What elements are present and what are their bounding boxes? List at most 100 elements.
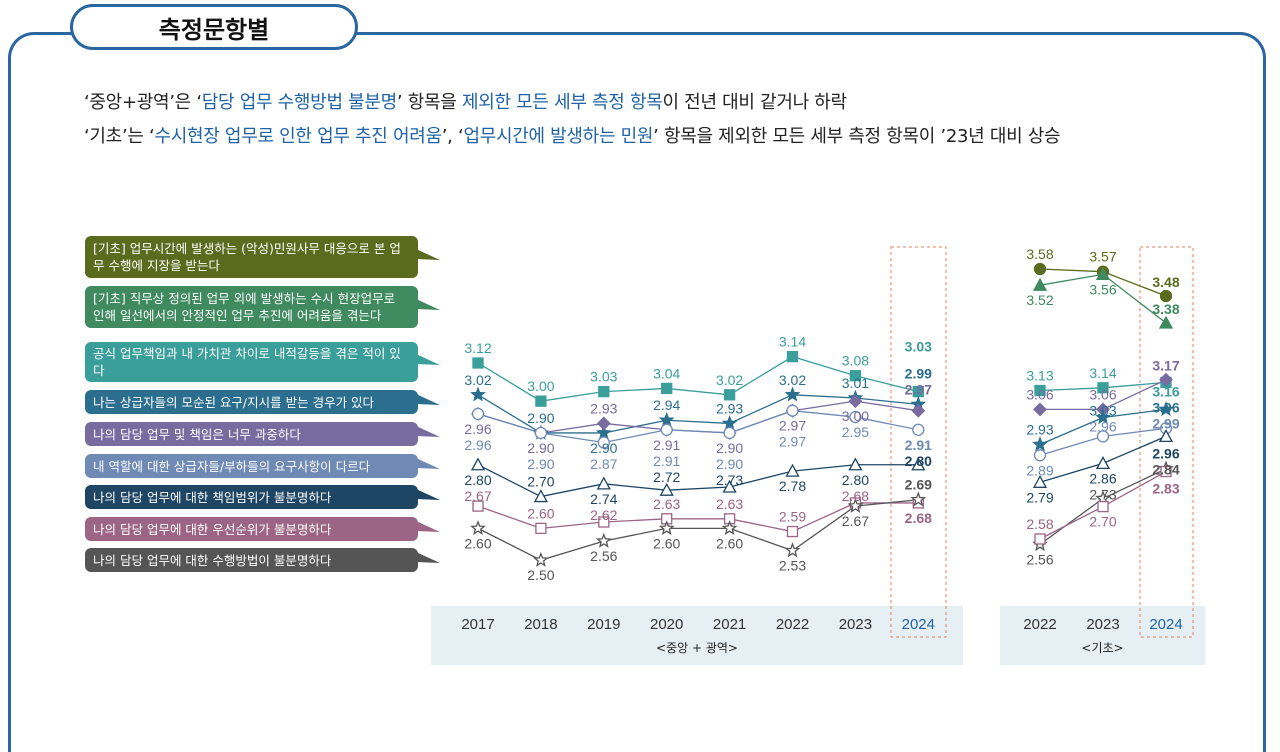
- data-label: 2.90: [527, 440, 554, 456]
- data-point-square: [535, 395, 547, 407]
- data-point-star: [470, 386, 486, 402]
- data-label: 2.97: [905, 381, 932, 397]
- data-point-triangle: [596, 476, 611, 490]
- summary-line-1: ‘중앙+광역’은 ‘담당 업무 수행방법 불분명’ 항목을 제외한 모든 세부 …: [84, 92, 847, 114]
- data-label: 3.12: [464, 340, 491, 356]
- data-label: 2.96: [1089, 418, 1116, 434]
- data-label: 3.03: [1089, 402, 1116, 418]
- data-label: 2.94: [653, 397, 680, 413]
- data-point-square: [1097, 500, 1109, 513]
- data-label: 3.48: [1152, 274, 1179, 290]
- data-label: 2.60: [653, 535, 680, 551]
- data-point-square: [535, 522, 547, 535]
- data-label: 2.93: [1026, 422, 1053, 438]
- data-point-diamond: [848, 394, 863, 409]
- data-label: 2.96: [1152, 445, 1179, 461]
- legend-label: [기초] 직무상 정의된 업무 외에 발생하는 수시 현장업무로 인해 일선에서…: [93, 291, 396, 323]
- data-point-triangle: [470, 457, 486, 471]
- data-label: 2.96: [464, 421, 491, 437]
- data-point-triangle: [1158, 315, 1174, 329]
- data-point-triangle: [1095, 267, 1111, 281]
- data-label: 3.52: [1026, 292, 1053, 308]
- data-label: 3.16: [1152, 383, 1179, 399]
- data-label: 2.79: [1026, 489, 1053, 505]
- series-line: [477, 410, 919, 444]
- data-point-diamond: [1159, 372, 1173, 387]
- x-tick-label: 2023: [1086, 616, 1119, 633]
- summary-text: ‘중앙+광역’은 ‘: [84, 92, 202, 113]
- data-label: 3.14: [779, 334, 806, 350]
- data-point-star: [784, 542, 801, 558]
- x-tick-label: 2022: [1023, 616, 1056, 633]
- data-label: 2.97: [779, 434, 806, 450]
- data-point-circle: [1096, 430, 1110, 443]
- legend-item: 나의 담당 업무 및 책임은 너무 과중하다: [85, 422, 440, 446]
- x-tick-label: 2017: [461, 616, 494, 633]
- data-label: 3.04: [653, 365, 680, 381]
- data-point-star: [1095, 409, 1111, 425]
- data-label: 2.91: [653, 453, 680, 469]
- data-label: 3.06: [1089, 386, 1116, 402]
- data-label: 2.89: [1026, 462, 1053, 478]
- line-charts: 2017 2018 2019 2020 2021 2022 2023 2024 <중앙 + 광역…: [431, 246, 1205, 665]
- data-label: 2.90: [716, 440, 743, 456]
- data-label: 3.00: [842, 408, 869, 424]
- data-point-square: [1034, 384, 1046, 397]
- summary-text: 이 전년 대비 같거나 하락: [662, 92, 848, 113]
- data-point-triangle: [659, 482, 674, 496]
- series-line: [477, 355, 919, 402]
- data-label: 3.02: [464, 372, 491, 388]
- legend-item: 나는 상급자들의 모순된 요구/지시를 받는 경우가 있다: [85, 390, 440, 414]
- data-point-circle: [471, 407, 485, 421]
- data-point-square: [723, 389, 736, 401]
- highlight-box: [1139, 246, 1194, 638]
- data-point-triangle: [1095, 456, 1111, 470]
- data-point-diamond: [596, 416, 611, 431]
- x-tick-label: 2024: [1149, 616, 1182, 633]
- data-label: 2.83: [1152, 481, 1179, 497]
- data-label: 2.50: [527, 567, 554, 583]
- data-point-diamond: [1033, 402, 1047, 417]
- data-point-circle: [723, 426, 736, 440]
- x-tick-label: 2022: [776, 616, 809, 633]
- x-axis-label: <기초>: [1081, 641, 1123, 655]
- legend-item: 공식 업무책임과 내 가치관 차이로 내적갈등을 겪은 적이 있다: [85, 342, 440, 382]
- data-label: 3.13: [1026, 368, 1053, 384]
- x-tick-label: 2021: [713, 616, 746, 633]
- data-point-circle: [1033, 262, 1047, 276]
- legend-label: 내 역할에 대한 상급자들/부하들의 요구사항이 다르다: [93, 458, 371, 474]
- data-label: 2.73: [716, 472, 743, 488]
- data-point-square: [1097, 382, 1109, 394]
- data-label: 2.58: [1026, 516, 1053, 532]
- data-label: 3.56: [1089, 281, 1116, 297]
- data-point-square: [598, 385, 610, 398]
- highlight-text: 담당 업무 수행방법 불분명: [201, 92, 397, 113]
- data-label: 2.68: [905, 510, 932, 526]
- data-point-circle: [597, 436, 610, 449]
- data-label: 2.99: [1152, 415, 1179, 431]
- legend-item: 나의 담당 업무에 대한 수행방법이 불분명하다: [85, 548, 440, 572]
- summary-text: ’, ‘: [441, 126, 464, 147]
- data-label: 2.59: [779, 509, 806, 525]
- series-line: [477, 394, 919, 434]
- data-point-circle: [1159, 289, 1173, 303]
- x-tick-label: 2024: [902, 616, 935, 633]
- data-point-square: [1034, 533, 1046, 545]
- legend-item: 내 역할에 대한 상급자들/부하들의 요구사항이 다르다: [85, 454, 440, 478]
- data-label: 2.80: [464, 472, 491, 488]
- data-label: 2.60: [716, 535, 743, 551]
- summary-text: ’ 항목을: [396, 92, 462, 113]
- highlight-text: 제외한 모든 세부 측정 항목: [461, 92, 663, 113]
- data-label: 2.86: [1089, 470, 1116, 486]
- data-label: 2.56: [1026, 551, 1053, 567]
- highlight-text: 업무시간에 발생하는 민원: [463, 126, 654, 147]
- summary-text: ’ 항목을 제외한 모든 세부 측정 항목이 ’23년 대비 상승: [653, 126, 1061, 147]
- data-point-triangle: [785, 463, 800, 477]
- data-point-star: [595, 532, 612, 548]
- summary-line-2: ‘기초’는 ‘수시현장 업무로 인한 업무 추진 어려움’, ‘업무시간에 발생…: [84, 126, 1061, 148]
- legend-item: 나의 담당 업무에 대한 우선순위가 불분명하다: [85, 517, 440, 541]
- data-point-circle: [660, 423, 673, 436]
- data-point-star: [595, 424, 612, 440]
- data-label: 3.57: [1089, 249, 1116, 265]
- data-point-star: [1032, 436, 1048, 452]
